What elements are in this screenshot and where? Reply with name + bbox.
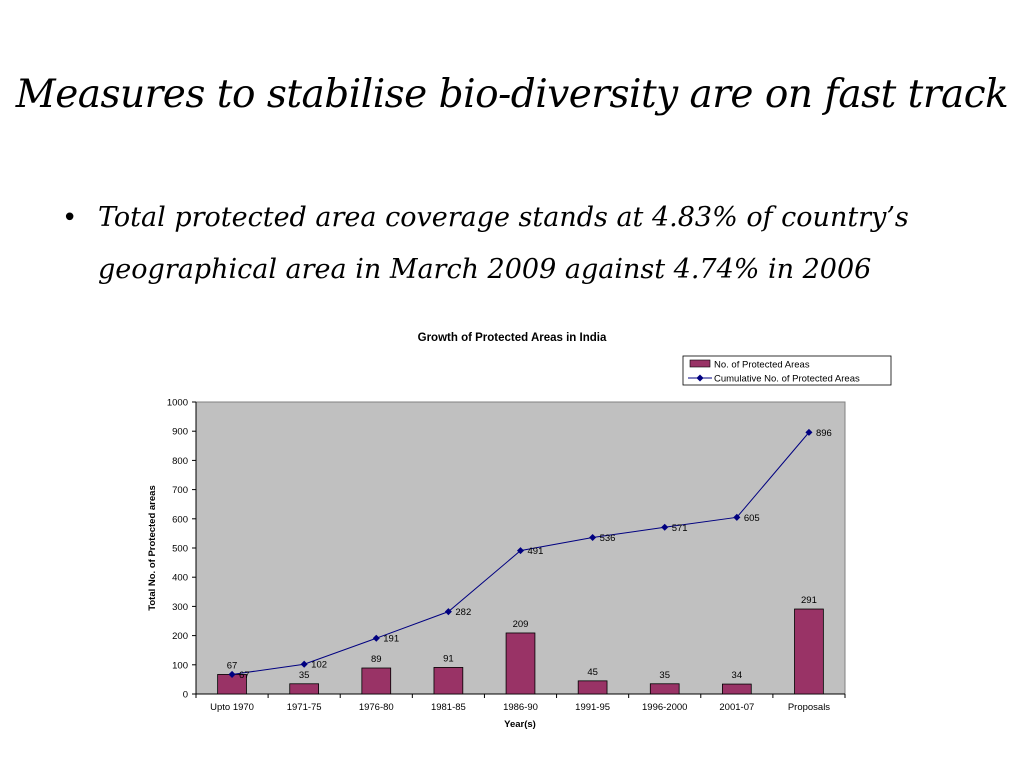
bar-data-label: 35 [299, 670, 310, 681]
x-tick-label: 1981-85 [431, 702, 466, 713]
line-point [805, 428, 813, 436]
line-point [300, 660, 308, 668]
bar [794, 608, 824, 695]
y-tick-label: 700 [172, 485, 188, 496]
x-tick-label: Proposals [788, 702, 830, 713]
y-tick-label: 900 [172, 427, 188, 438]
line-data-label: 896 [816, 428, 832, 439]
x-tick-label: 2001-07 [719, 702, 754, 713]
legend-line-label: Cumulative No. of Protected Areas [714, 374, 860, 385]
chart-legend: No. of Protected Areas Cumulative No. of… [682, 355, 892, 386]
x-tick-label: 1976-80 [359, 702, 394, 713]
legend-bar-swatch [689, 359, 711, 368]
y-tick-label: 200 [172, 631, 188, 642]
line-data-label: 282 [455, 607, 471, 618]
line-point [444, 608, 452, 616]
line-data-label: 571 [672, 523, 688, 534]
bar-data-label: 34 [732, 670, 743, 681]
line-point [372, 634, 380, 642]
line-point [228, 670, 236, 678]
bar [289, 683, 319, 695]
y-tick-label: 400 [172, 573, 188, 584]
bar-data-label: 291 [801, 595, 817, 606]
bar-data-label: 45 [587, 667, 598, 678]
x-tick-label: 1991-95 [575, 702, 610, 713]
legend-line-marker [696, 374, 704, 382]
bar [649, 683, 680, 695]
y-tick-label: 500 [172, 544, 188, 555]
x-axis-label: Year(s) [504, 719, 536, 730]
bar-data-label: 209 [513, 619, 529, 630]
line-data-label: 536 [600, 533, 616, 544]
x-tick-label: 1986-90 [503, 702, 538, 713]
bar-data-label: 35 [659, 670, 670, 681]
line-point [516, 547, 525, 555]
y-tick-label: 600 [172, 514, 188, 525]
line-data-label: 67 [239, 670, 250, 681]
line-data-label: 491 [528, 546, 544, 557]
y-tick-label: 1000 [167, 398, 188, 409]
y-axis-label: Total No. of Protected areas [147, 485, 158, 610]
bullet-text: Total protected area coverage stands at … [98, 202, 909, 285]
x-tick-label: Upto 1970 [210, 702, 254, 713]
bullet-point: • Total protected area coverage stands a… [62, 192, 962, 296]
bar [361, 667, 392, 695]
bar [433, 667, 464, 695]
y-tick-label: 100 [172, 660, 188, 671]
bar [577, 680, 608, 695]
slide-title: Measures to stabilise bio-diversity are … [15, 72, 1009, 117]
bullet-icon: • [62, 203, 78, 233]
line-data-label: 605 [744, 513, 760, 524]
bar-data-label: 91 [443, 653, 454, 664]
line-point [661, 523, 669, 531]
x-tick-label: 1996-2000 [642, 702, 687, 713]
line-data-label: 102 [311, 660, 327, 671]
bar [722, 683, 752, 695]
bar [505, 632, 536, 695]
line-point [589, 533, 597, 542]
legend-bar-label: No. of Protected Areas [714, 360, 810, 371]
line-point [733, 513, 741, 521]
bar-data-label: 67 [227, 660, 238, 671]
legend-box [682, 355, 892, 386]
y-tick-label: 800 [172, 456, 188, 467]
x-tick-label: 1971-75 [287, 702, 322, 713]
chart-title: Growth of Protected Areas in India [418, 332, 607, 344]
y-tick-label: 0 [183, 690, 188, 701]
line-data-label: 191 [383, 634, 399, 645]
y-tick-label: 300 [172, 602, 188, 613]
bar-data-label: 89 [371, 654, 382, 665]
